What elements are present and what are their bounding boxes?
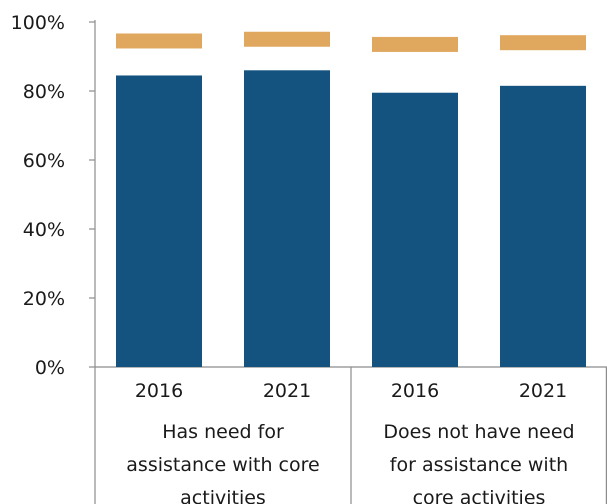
x-category-label: 2016: [391, 380, 439, 402]
bar: [244, 70, 330, 368]
x-group-label: Does not have need: [383, 421, 574, 443]
x-group-label: activities: [180, 487, 266, 504]
x-category-label: 2021: [519, 380, 567, 402]
x-group-label: for assistance with: [390, 454, 568, 476]
x-group-label: assistance with core: [126, 454, 319, 476]
x-group-label: core activities: [413, 487, 546, 504]
markers: [116, 31, 586, 52]
bar: [372, 92, 458, 367]
bar: [116, 75, 202, 367]
y-tick-label: 40%: [23, 219, 65, 241]
x-group-label: Has need for: [162, 421, 284, 443]
y-tick-label: 0%: [35, 357, 65, 379]
marker-band: [500, 35, 586, 51]
x-category-label: 2021: [263, 380, 311, 402]
bars: [116, 70, 586, 368]
marker-band: [372, 36, 458, 52]
bar: [500, 85, 586, 367]
labels: 0% 20% 40% 60% 80% 100% 2016 2021 2016 2021 Has ne…: [11, 12, 575, 504]
y-tick-label: 80%: [23, 81, 65, 103]
y-tick-label: 20%: [23, 288, 65, 310]
marker-band: [244, 31, 330, 47]
y-tick-label: 100%: [11, 12, 65, 34]
x-category-label: 2016: [135, 380, 183, 402]
y-tick-label: 60%: [23, 150, 65, 172]
marker-band: [116, 33, 202, 49]
